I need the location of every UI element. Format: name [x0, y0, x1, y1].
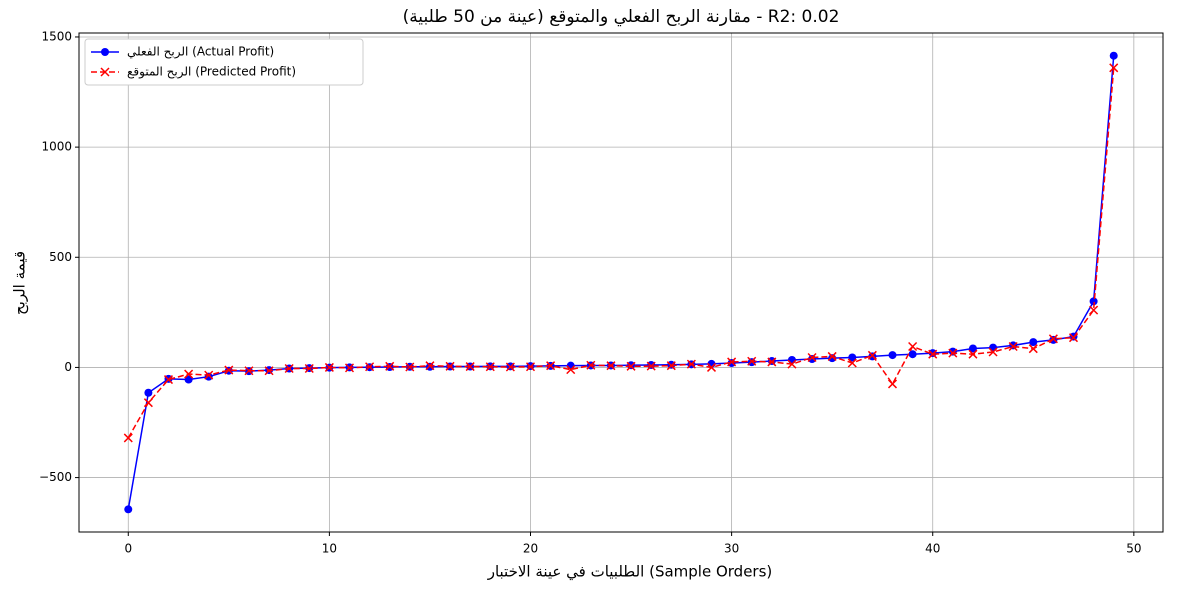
- marker: [425, 361, 435, 371]
- marker: [425, 362, 434, 371]
- marker: [767, 357, 777, 367]
- marker: [666, 361, 676, 371]
- marker: [888, 351, 897, 360]
- marker: [123, 433, 133, 443]
- x-tick-label: 50: [1126, 542, 1141, 556]
- marker: [525, 362, 536, 372]
- marker: [747, 356, 757, 366]
- marker: [928, 349, 938, 359]
- marker: [606, 361, 616, 371]
- marker: [948, 347, 957, 356]
- marker: [686, 359, 696, 369]
- marker: [143, 398, 153, 408]
- marker: [807, 352, 817, 363]
- marker: [626, 361, 636, 371]
- marker: [887, 379, 898, 389]
- chart-title: مقارنة الربح الفعلي والمتوقع (عينة من 50…: [403, 7, 840, 27]
- marker: [445, 361, 455, 371]
- marker: [244, 366, 254, 376]
- marker: [1028, 344, 1038, 354]
- marker: [989, 343, 998, 352]
- legend-marker: [101, 48, 109, 56]
- marker: [344, 363, 355, 373]
- marker: [465, 362, 475, 372]
- marker: [847, 358, 857, 368]
- marker: [1109, 63, 1119, 73]
- x-tick-label: 0: [124, 542, 132, 556]
- marker: [485, 362, 495, 372]
- marker: [385, 361, 395, 371]
- marker: [163, 375, 174, 385]
- marker: [124, 505, 133, 514]
- marker: [184, 375, 193, 384]
- marker: [1109, 51, 1118, 60]
- marker: [787, 355, 796, 364]
- marker: [1009, 341, 1018, 350]
- marker: [1089, 305, 1099, 315]
- x-tick-label: 30: [724, 542, 739, 556]
- marker: [988, 347, 998, 357]
- y-tick-label: 500: [49, 250, 72, 264]
- marker: [828, 354, 837, 363]
- legend-marker: [100, 67, 110, 77]
- marker: [867, 350, 877, 360]
- plot-frame: [78, 32, 1164, 533]
- marker: [566, 365, 576, 375]
- marker: [1068, 333, 1079, 343]
- marker: [204, 372, 213, 381]
- marker: [365, 362, 375, 372]
- legend-label: الربح الفعلي (Actual Profit): [127, 45, 274, 60]
- marker: [405, 362, 415, 372]
- marker: [284, 364, 294, 374]
- marker: [627, 361, 636, 370]
- marker: [184, 369, 194, 379]
- marker: [706, 362, 717, 372]
- marker: [1008, 341, 1018, 352]
- x-tick-label: 40: [925, 542, 940, 556]
- marker: [144, 388, 153, 397]
- marker: [304, 364, 314, 374]
- legend: الربح الفعلي (Actual Profit) الربح المتوق…: [84, 38, 364, 86]
- marker: [505, 362, 515, 372]
- marker: [1048, 334, 1058, 344]
- marker: [908, 350, 917, 359]
- marker: [727, 359, 736, 368]
- y-tick-label: 1500: [41, 29, 72, 43]
- marker: [1089, 297, 1098, 306]
- marker: [646, 361, 656, 371]
- marker: [324, 362, 334, 372]
- y-tick-label: −500: [39, 470, 72, 484]
- series-line: [127, 55, 1115, 510]
- series-line: [127, 67, 1115, 439]
- marker: [586, 360, 596, 370]
- marker: [1029, 338, 1038, 347]
- x-axis-label: الطلبيات في عينة الاختبار (Sample Orders…: [487, 563, 773, 582]
- marker: [204, 370, 214, 380]
- x-tick-label: 20: [523, 542, 538, 556]
- marker: [908, 341, 918, 352]
- y-tick-label: 0: [64, 360, 72, 374]
- y-axis-label: قيمة الربح: [11, 251, 29, 315]
- x-tick-label: 10: [322, 542, 337, 556]
- marker: [827, 351, 837, 361]
- marker: [948, 348, 958, 358]
- marker: [928, 349, 937, 358]
- y-tick-label: 1000: [41, 140, 72, 154]
- marker: [224, 365, 234, 375]
- legend-label: الربح المتوقع (Predicted Profit): [127, 65, 296, 80]
- marker: [647, 361, 656, 370]
- marker: [848, 353, 857, 362]
- marker: [727, 357, 737, 367]
- marker: [546, 361, 556, 371]
- marker: [968, 344, 977, 353]
- marker: [968, 349, 978, 359]
- legend-box: [84, 38, 364, 86]
- marker: [264, 366, 274, 376]
- marker: [1049, 335, 1058, 344]
- marker: [787, 359, 797, 369]
